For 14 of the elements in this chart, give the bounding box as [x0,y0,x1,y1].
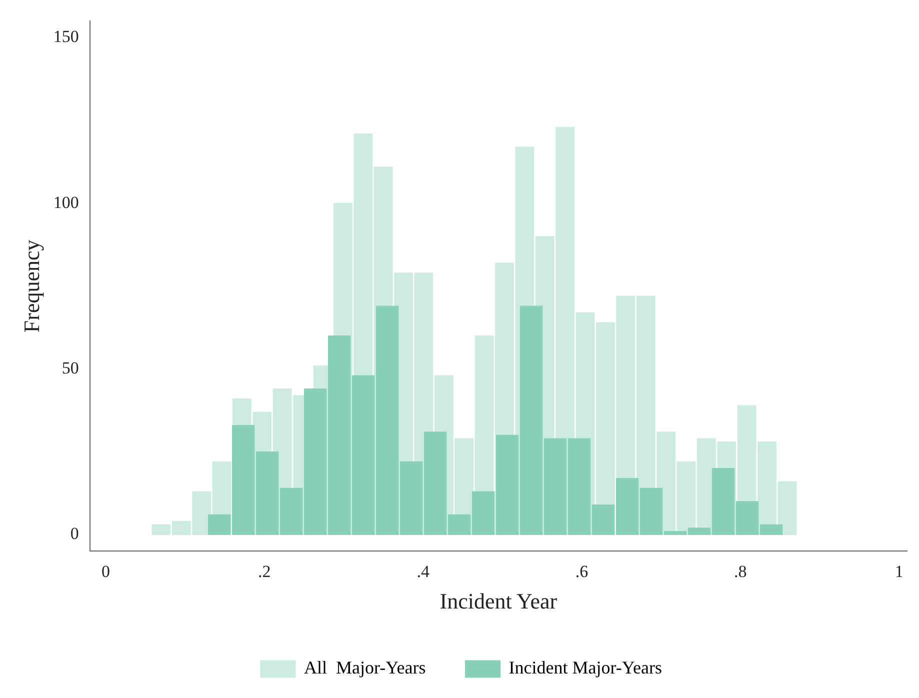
y-tick-label: 50 [62,358,79,378]
y-tick-label: 100 [53,192,79,212]
y-tick-label: 0 [70,524,79,544]
y-tick-label: 150 [53,27,79,46]
legend-label: All Major-Years [304,658,426,678]
x-tick-label: .6 [575,562,588,581]
legend-label: Incident Major-Years [508,658,662,678]
x-tick-label: .8 [734,562,747,581]
y-axis-title: Frequency [18,240,44,333]
x-tick-label: .2 [258,562,271,581]
x-tick-label: 0 [102,562,110,581]
x-tick-label: 1 [894,562,904,581]
x-tick-label: .4 [416,562,430,581]
x-axis-title: Incident Year [440,588,558,614]
